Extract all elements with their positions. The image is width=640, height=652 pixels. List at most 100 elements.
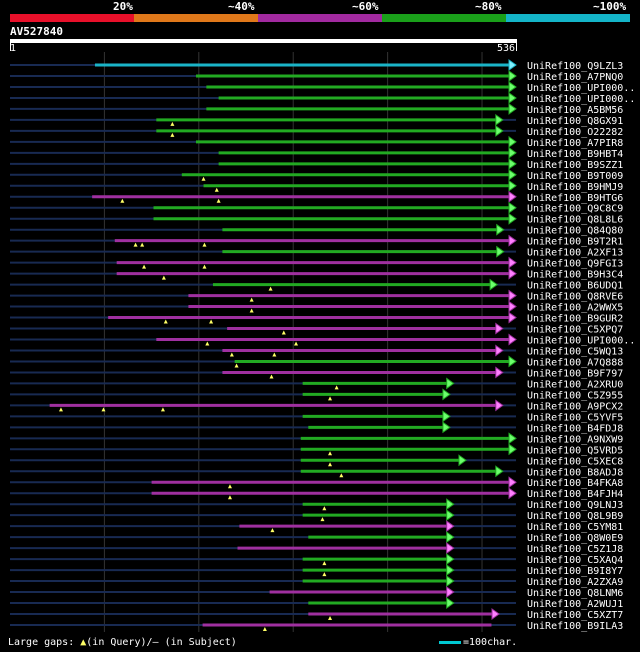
- query-gap-marker-icon: [269, 374, 274, 379]
- hit-label: UniRef100_C5XPQ7: [527, 325, 623, 336]
- query-gap-marker-icon: [227, 495, 232, 500]
- hit-label: UniRef100_A2XRU0: [527, 379, 623, 390]
- hit-arrow-icon: [495, 344, 504, 357]
- hit-label: UniRef100_B9ILA3: [527, 621, 623, 632]
- hit-label: UniRef100_A2XF13: [527, 248, 623, 259]
- hit-arrow-icon: [495, 322, 504, 335]
- hit-label: UniRef100_A9PCX2: [527, 401, 623, 412]
- hit-label: UniRef100_C5Z1J8: [527, 544, 623, 555]
- hit-arrow-icon: [446, 553, 455, 566]
- hit-arrow-icon: [442, 388, 451, 401]
- legend-segment-2: [134, 14, 258, 22]
- hit-label: UniRef100_B9F797: [527, 368, 623, 379]
- hit-label: UniRef100_Q8W0E9: [527, 533, 623, 544]
- hit-label: UniRef100_B9HMJ9: [527, 182, 623, 193]
- hit-label: UniRef100_B9HTG6: [527, 193, 623, 204]
- hit-arrow-icon: [508, 135, 517, 148]
- query-gap-marker-icon: [262, 626, 267, 631]
- hit-label: UniRef100_O22282: [527, 127, 623, 138]
- hit-arrow-icon: [508, 300, 517, 313]
- query-gap-marker-icon: [249, 297, 254, 302]
- hit-label: UniRef100_B9GUR2: [527, 314, 623, 325]
- hit-arrow-icon: [446, 377, 455, 390]
- legend-label-20: 20%: [113, 0, 133, 13]
- query-gap-marker-icon: [322, 572, 327, 577]
- scale-key-text: =100char.: [463, 637, 518, 648]
- hit-arrow-icon: [446, 586, 455, 599]
- hit-arrow-icon: [442, 410, 451, 423]
- legend-label-40: ~40%: [228, 0, 255, 13]
- hit-arrow-icon: [496, 223, 505, 236]
- hit-label: UniRef100_Q9LZL3: [527, 61, 623, 72]
- hit-arrow-icon: [446, 575, 455, 588]
- query-gap-marker-icon: [229, 352, 234, 357]
- hit-arrow-icon: [508, 267, 517, 280]
- query-gap-marker-icon: [214, 187, 219, 192]
- query-gap-marker-icon: [270, 528, 275, 533]
- query-gap-marker-icon: [202, 264, 207, 269]
- query-gap-marker-icon: [320, 517, 325, 522]
- hit-arrow-icon: [489, 278, 498, 291]
- hit-arrow-icon: [495, 465, 504, 478]
- hit-arrow-icon: [508, 443, 517, 456]
- hit-label: UniRef100_Q9C8C9: [527, 204, 623, 215]
- hit-arrow-icon: [508, 234, 517, 247]
- hit-arrow-icon: [495, 113, 504, 126]
- query-gap-marker-icon: [294, 341, 299, 346]
- hit-arrow-icon: [508, 179, 517, 192]
- query-gap-marker-icon: [163, 319, 168, 324]
- query-gap-marker-icon: [328, 451, 333, 456]
- hit-arrow-icon: [495, 124, 504, 137]
- hit-arrow-icon: [446, 542, 455, 555]
- query-end-label: 536: [497, 43, 516, 54]
- hit-label: UniRef100_UPI000..: [527, 336, 635, 347]
- hit-label: UniRef100_C5XEC8: [527, 456, 623, 467]
- query-gap-marker-icon: [249, 308, 254, 313]
- hit-label: UniRef100_B9HBT4: [527, 149, 623, 160]
- hit-arrow-icon: [446, 509, 455, 522]
- hit-arrow-icon: [508, 212, 517, 225]
- hit-label: UniRef100_B4FKA8: [527, 478, 623, 489]
- legend-segment-3: [258, 14, 382, 22]
- hit-arrow-icon: [508, 256, 517, 269]
- hit-label: UniRef100_C5YM81: [527, 522, 623, 533]
- hit-arrow-icon: [508, 157, 517, 170]
- query-start-label: 1: [10, 43, 17, 54]
- legend-labels: 20% ~40% ~60% ~80% ~100%: [10, 1, 630, 13]
- hit-arrow-icon: [508, 201, 517, 214]
- hit-label: UniRef100_B9SZZ1: [527, 160, 623, 171]
- query-gap-marker-icon: [170, 121, 175, 126]
- query-gap-marker-icon: [328, 462, 333, 467]
- hit-label: UniRef100_Q8GX91: [527, 116, 623, 127]
- query-gap-marker-icon: [227, 484, 232, 489]
- query-gap-marker-icon: [133, 242, 138, 247]
- query-gap-marker-icon: [322, 506, 327, 511]
- query-gap-marker-icon: [58, 407, 63, 412]
- hit-label: UniRef100_Q8RVE6: [527, 292, 623, 303]
- legend-segment-4: [382, 14, 506, 22]
- query-gap-marker-icon: [205, 341, 210, 346]
- hit-label: UniRef100_A7PIR8: [527, 138, 623, 149]
- hit-arrow-icon: [508, 289, 517, 302]
- query-gap-marker-icon: [140, 242, 145, 247]
- hit-label: UniRef100_A2WWX5: [527, 303, 623, 314]
- hit-arrow-icon: [446, 564, 455, 577]
- query-gap-marker-icon: [170, 132, 175, 137]
- hit-label: UniRef100_B9T2R1: [527, 237, 623, 248]
- hit-arrow-icon: [508, 80, 517, 93]
- hit-label: UniRef100_A2WUJ1: [527, 599, 623, 610]
- hit-label: UniRef100_A2ZXA9: [527, 577, 623, 588]
- hit-arrow-icon: [508, 190, 517, 203]
- query-gap-marker-icon: [272, 352, 277, 357]
- hit-label: UniRef100_A7Q888: [527, 357, 623, 368]
- hit-arrow-icon: [446, 531, 455, 544]
- hit-arrow-icon: [508, 432, 517, 445]
- gap-legend-prefix: Large gaps:: [8, 637, 81, 648]
- query-scale-line: [10, 39, 517, 43]
- hit-label: UniRef100_UPI000..: [527, 94, 635, 105]
- hit-arrow-icon: [508, 355, 517, 368]
- hit-label: UniRef100_A5BM56: [527, 105, 623, 116]
- hit-arrow-icon: [446, 520, 455, 533]
- query-gap-marker-icon: [101, 407, 106, 412]
